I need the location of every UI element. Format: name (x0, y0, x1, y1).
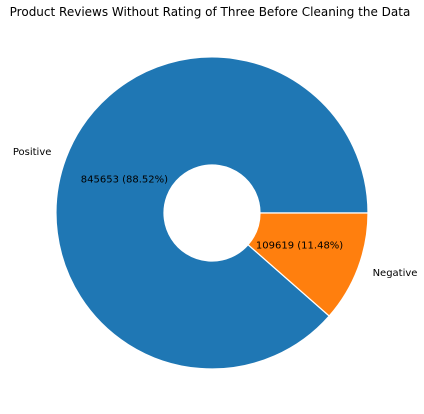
slice-value-label-positive: 845653 (88.52%) (81, 174, 168, 185)
labels-layer: 845653 (88.52%) Positive 109619 (11.48%) Ne… (13, 147, 418, 279)
slice-negative (247, 212, 369, 317)
slice-positive (55, 56, 369, 370)
slice-label-positive: Positive (13, 147, 52, 158)
slices-layer (55, 56, 369, 370)
slice-label-negative: Negative (373, 268, 418, 279)
chart-title: Product Reviews Without Rating of Three … (10, 5, 411, 19)
slice-value-label-negative: 109619 (11.48%) (256, 241, 343, 252)
